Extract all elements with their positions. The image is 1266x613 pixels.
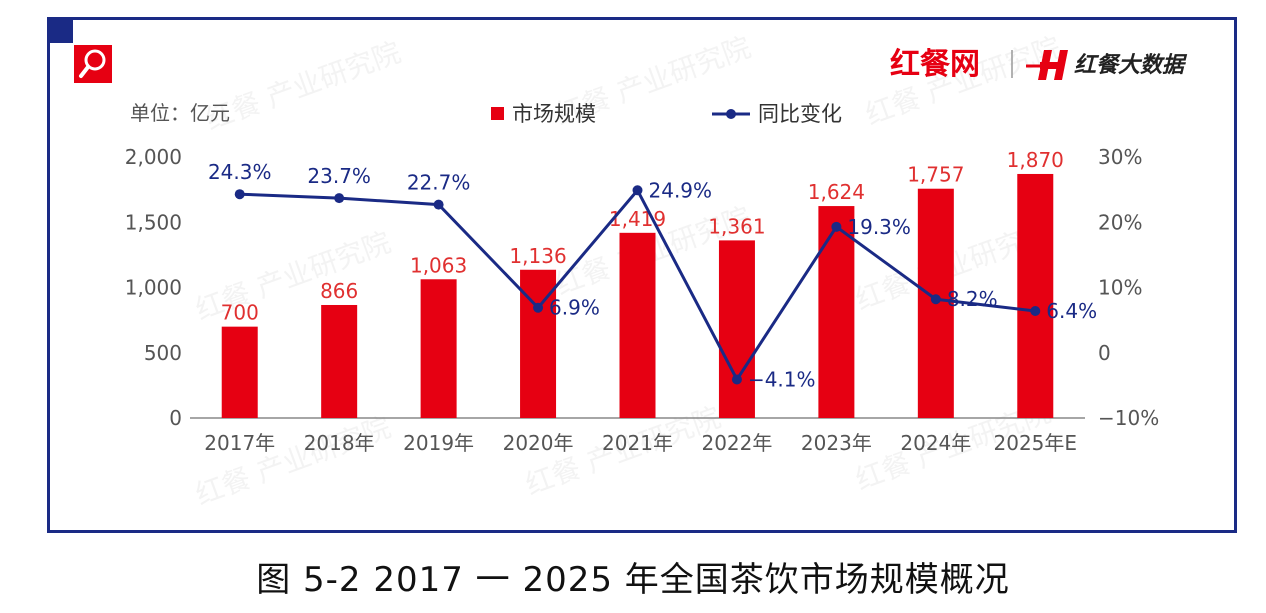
bar [420, 279, 457, 418]
yoy-value-label: 8.2% [947, 287, 998, 311]
bar-value-label: 1,624 [808, 180, 865, 204]
legend-line-marker [726, 109, 736, 119]
left-axis-tick-label: 1,500 [125, 210, 182, 234]
right-axis-tick-label: 30% [1098, 145, 1142, 169]
chart-svg: 红餐 产业研究院 红餐 产业研究院 红餐 产业研究院 红餐 产业研究院 红餐 产… [125, 30, 1188, 511]
bar-value-label: 1,063 [410, 253, 467, 277]
legend: 市场规模 同比变化 [491, 102, 842, 126]
bar-value-label: 866 [320, 279, 358, 303]
x-axis: 2017年 2018年 2019年 2020年 2021年 2022年 2023年 2024年… [190, 417, 1085, 455]
legend-line-label: 同比变化 [758, 102, 842, 126]
bar [718, 240, 755, 418]
yoy-point [533, 302, 544, 313]
bar-value-label: 1,757 [907, 163, 964, 187]
right-axis-tick-label: 20% [1098, 210, 1142, 234]
yoy-value-label: 6.9% [549, 296, 600, 320]
left-axis-tick-label: 2,000 [125, 145, 182, 169]
right-axis-tick-label: 0 [1098, 341, 1111, 365]
right-axis-tick-label: 10% [1098, 276, 1142, 300]
x-axis-tick-label: 2024年 [900, 431, 971, 455]
x-axis-tick-label: 2023年 [801, 431, 872, 455]
figure-caption: 图 5-2 2017 一 2025 年全国茶饮市场规模概况 [256, 560, 1010, 600]
yoy-point [930, 294, 941, 305]
x-axis-tick-label: 2020年 [503, 431, 574, 455]
brand-logo-text: 红餐网 [890, 47, 980, 82]
left-axis-tick-label: 1,000 [125, 276, 182, 300]
left-axis: 0 500 1,000 1,500 2,000 [125, 145, 182, 430]
search-icon [74, 45, 112, 83]
yoy-value-label: −4.1% [748, 368, 816, 392]
bar [221, 326, 258, 418]
yoy-value-label: 23.7% [307, 164, 371, 188]
yoy-value-label: 24.3% [208, 160, 272, 184]
left-axis-tick-label: 500 [144, 341, 182, 365]
yoy-point [234, 189, 245, 200]
x-axis-tick-label: 2025年E [994, 431, 1078, 455]
right-axis-tick-label: −10% [1098, 406, 1159, 430]
x-axis-tick-label: 2018年 [304, 431, 375, 455]
yoy-value-label: 19.3% [847, 215, 911, 239]
yoy-point [433, 199, 444, 210]
bar [619, 232, 656, 418]
x-axis-tick-label: 2019年 [403, 431, 474, 455]
corner-accent [47, 17, 73, 43]
bar-value-label: 1,870 [1007, 148, 1064, 172]
watermark-text: 红餐 产业研究院 [201, 35, 405, 136]
yoy-point [334, 193, 345, 204]
x-axis-tick-label: 2021年 [602, 431, 673, 455]
line-series [234, 185, 1041, 385]
watermark-text: 红餐 产业研究院 [191, 410, 395, 511]
bar [818, 206, 855, 418]
bar [1017, 173, 1054, 418]
bar [321, 304, 358, 418]
x-axis-tick-label: 2022年 [701, 431, 772, 455]
yoy-point [632, 185, 643, 196]
yoy-point [731, 374, 742, 385]
yoy-value-label: 6.4% [1046, 299, 1097, 323]
bar-value-label: 1,136 [509, 244, 566, 268]
left-axis-tick-label: 0 [169, 406, 182, 430]
brand-h-icon [1026, 50, 1068, 80]
legend-bar-label: 市场规模 [512, 102, 596, 126]
yoy-point [831, 221, 842, 232]
sub-brand-text: 红餐大数据 [1074, 53, 1188, 78]
line-label-group: 24.3% 23.7% 22.7% 6.9% 24.9% −4.1% 19.3% 8.2% 6.… [208, 160, 1097, 391]
legend-bar-swatch [491, 107, 504, 120]
bar-series [221, 173, 1054, 418]
bar-value-label: 700 [221, 301, 259, 325]
unit-label: 单位：亿元 [130, 101, 230, 125]
bar-value-label: 1,361 [708, 214, 765, 238]
yoy-value-label: 24.9% [649, 178, 713, 202]
yoy-point [1030, 305, 1041, 316]
right-axis: −10% 0 10% 20% 30% [1098, 145, 1159, 430]
x-axis-tick-label: 2017年 [204, 431, 275, 455]
yoy-value-label: 22.7% [407, 171, 471, 195]
